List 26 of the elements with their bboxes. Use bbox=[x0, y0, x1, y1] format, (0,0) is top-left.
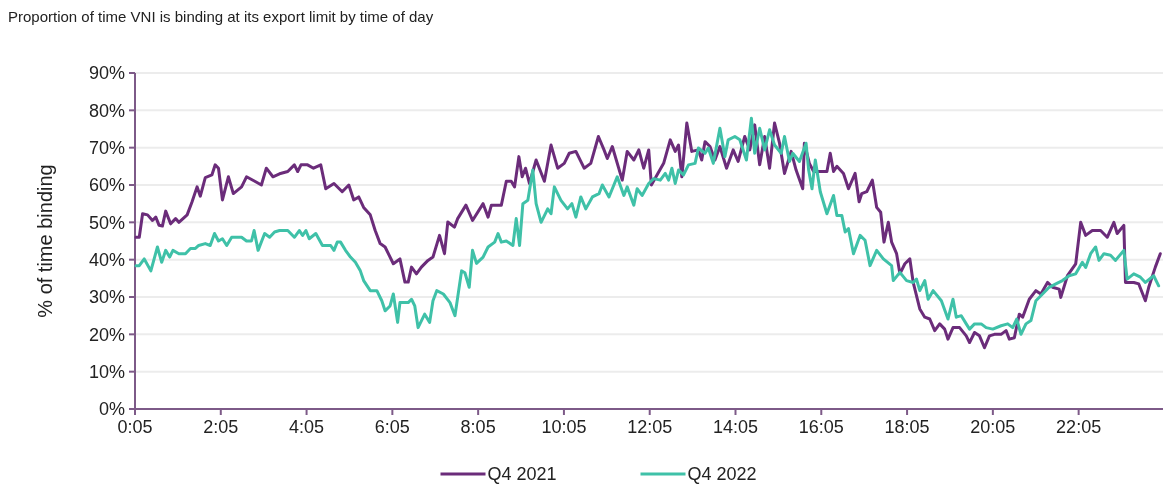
y-tick-label: 90% bbox=[88, 63, 125, 84]
x-tick-label: 10:05 bbox=[541, 417, 587, 437]
x-tick-label: 20:05 bbox=[970, 417, 1016, 437]
y-tick-label: 80% bbox=[88, 100, 125, 121]
y-tick-label: 10% bbox=[88, 361, 125, 382]
y-axis-title: % of time binding bbox=[34, 164, 56, 318]
x-tick-label: 14:05 bbox=[712, 417, 759, 437]
x-tick-label: 18:05 bbox=[884, 417, 930, 437]
chart-title: Proportion of time VNI is binding at its export limit by time of day bbox=[8, 8, 434, 25]
x-tick-label: 6:05 bbox=[374, 417, 410, 437]
legend-label: Q4 2022 bbox=[687, 464, 757, 484]
y-tick-label: 0% bbox=[98, 399, 125, 420]
x-tick-label: 22:05 bbox=[1056, 417, 1102, 437]
y-tick-label: 40% bbox=[88, 249, 125, 270]
x-tick-label: 12:05 bbox=[627, 417, 673, 437]
y-tick-label: 50% bbox=[88, 212, 125, 233]
y-tick-label: 70% bbox=[88, 137, 125, 158]
y-tick-label: 30% bbox=[88, 287, 125, 308]
legend-label: Q4 2021 bbox=[487, 464, 557, 484]
x-tick-label: 4:05 bbox=[289, 417, 325, 437]
x-tick-label: 16:05 bbox=[798, 417, 844, 437]
x-tick-label: 0:05 bbox=[117, 417, 153, 437]
y-tick-label: 20% bbox=[88, 324, 125, 345]
y-tick-label: 60% bbox=[88, 175, 125, 196]
x-tick-label: 2:05 bbox=[203, 417, 239, 437]
x-tick-label: 8:05 bbox=[460, 417, 496, 437]
